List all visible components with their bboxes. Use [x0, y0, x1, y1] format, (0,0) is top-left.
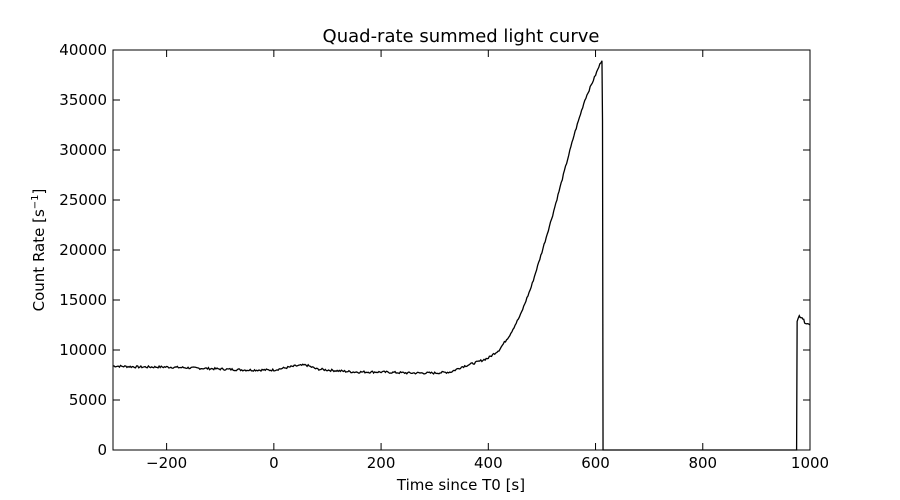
y-axis-title-main: Count Rate [s	[30, 209, 48, 311]
y-tick-label: 35000	[59, 91, 107, 109]
x-tick-label: 400	[474, 454, 503, 472]
x-tick-label: 800	[688, 454, 717, 472]
axis-ticks	[113, 49, 811, 451]
y-tick-label: 40000	[59, 41, 107, 59]
x-tick-label: 600	[581, 454, 610, 472]
x-axis-title: Time since T0 [s]	[396, 476, 525, 494]
y-tick-label: 15000	[59, 291, 107, 309]
chart-title: Quad-rate summed light curve	[323, 26, 600, 47]
plot-area	[112, 49, 811, 451]
y-axis-title: Count Rate [s−1]	[30, 189, 48, 312]
x-tick-label: 1000	[791, 454, 829, 472]
x-tick-label: 0	[269, 454, 279, 472]
y-tick-label: 30000	[59, 141, 107, 159]
x-tick-label: 200	[367, 454, 396, 472]
x-tick-label: −200	[146, 454, 187, 472]
y-tick-label: 5000	[69, 391, 107, 409]
plot-frame	[112, 49, 811, 451]
y-axis-title-close: ]	[30, 189, 48, 195]
y-tick-label: 20000	[59, 241, 107, 259]
tick-labels: −200 0 200 400 600 800 10000500010000150002000…	[59, 41, 829, 472]
y-tick-label: 0	[97, 441, 107, 459]
light-curve-line	[112, 60, 811, 451]
y-axis-title-exponent: −1	[30, 194, 41, 209]
y-tick-label: 10000	[59, 341, 107, 359]
y-tick-label: 25000	[59, 191, 107, 209]
